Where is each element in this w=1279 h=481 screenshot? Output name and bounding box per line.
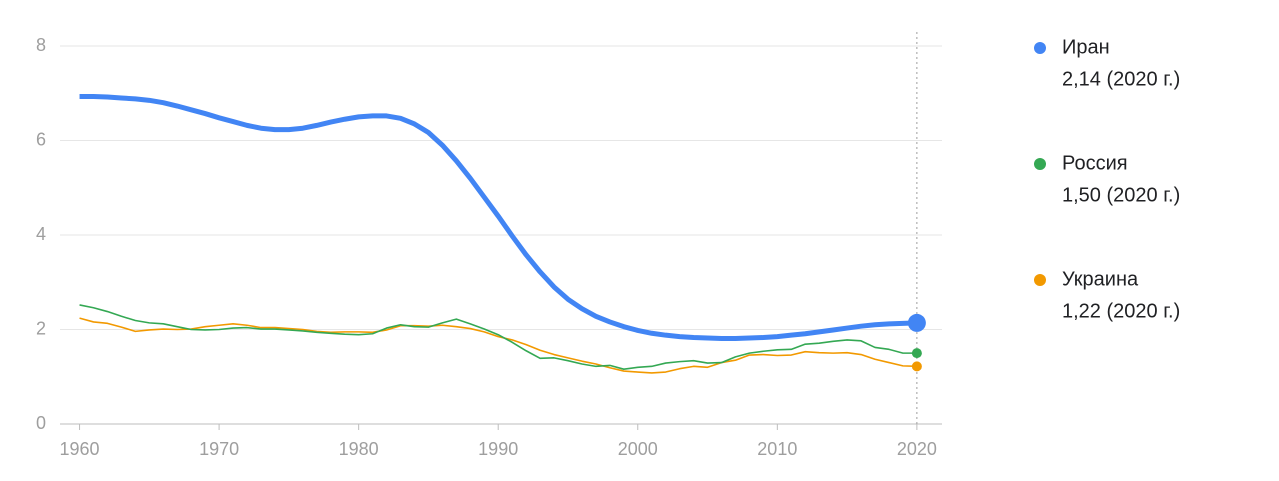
legend-name: Россия bbox=[1062, 152, 1128, 174]
legend-value: 1,50 (2020 г.) bbox=[1062, 184, 1180, 206]
y-tick-label: 4 bbox=[36, 224, 46, 244]
y-tick-label: 8 bbox=[36, 35, 46, 55]
x-tick-label: 1960 bbox=[60, 439, 100, 459]
x-tick-label: 2000 bbox=[618, 439, 658, 459]
legend-name: Украина bbox=[1062, 268, 1139, 290]
series-line bbox=[79, 317, 917, 374]
x-tick-label: 2010 bbox=[757, 439, 797, 459]
series-line bbox=[79, 304, 917, 370]
end-point bbox=[911, 361, 922, 372]
end-point bbox=[911, 348, 922, 359]
x-tick-label: 1980 bbox=[339, 439, 379, 459]
legend-value: 1,22 (2020 г.) bbox=[1062, 300, 1180, 322]
y-tick-label: 0 bbox=[36, 413, 46, 433]
x-tick-label: 2020 bbox=[897, 439, 937, 459]
series-line bbox=[79, 94, 917, 341]
end-point bbox=[907, 313, 926, 332]
legend-marker bbox=[1034, 42, 1046, 54]
legend-value: 2,14 (2020 г.) bbox=[1062, 68, 1180, 90]
x-tick-label: 1990 bbox=[478, 439, 518, 459]
legend-marker bbox=[1034, 158, 1046, 170]
x-tick-label: 1970 bbox=[199, 439, 239, 459]
legend-marker bbox=[1034, 274, 1046, 286]
y-tick-label: 6 bbox=[36, 129, 46, 149]
legend-name: Иран bbox=[1062, 36, 1110, 58]
y-tick-label: 2 bbox=[36, 318, 46, 338]
